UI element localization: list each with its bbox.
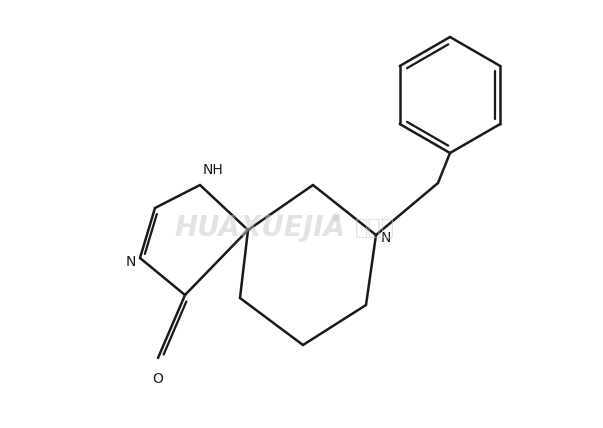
Text: N: N bbox=[125, 255, 136, 269]
Text: ®: ® bbox=[331, 213, 341, 223]
Text: 化学加: 化学加 bbox=[355, 218, 395, 238]
Text: O: O bbox=[153, 372, 163, 386]
Text: HUAXUEJIA: HUAXUEJIA bbox=[174, 214, 346, 242]
Text: NH: NH bbox=[203, 163, 224, 177]
Text: N: N bbox=[381, 231, 391, 245]
